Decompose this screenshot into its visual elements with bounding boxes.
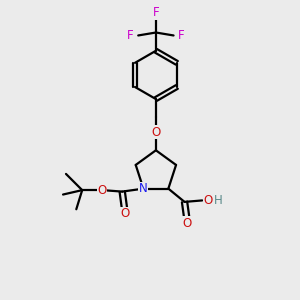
Text: F: F xyxy=(153,6,159,19)
Text: O: O xyxy=(98,184,107,196)
Text: O: O xyxy=(151,125,160,139)
Text: N: N xyxy=(139,182,148,195)
Text: O: O xyxy=(182,217,191,230)
Text: H: H xyxy=(213,194,222,207)
Text: F: F xyxy=(127,29,134,42)
Text: O: O xyxy=(120,208,129,220)
Text: O: O xyxy=(204,194,213,207)
Text: F: F xyxy=(178,29,185,42)
